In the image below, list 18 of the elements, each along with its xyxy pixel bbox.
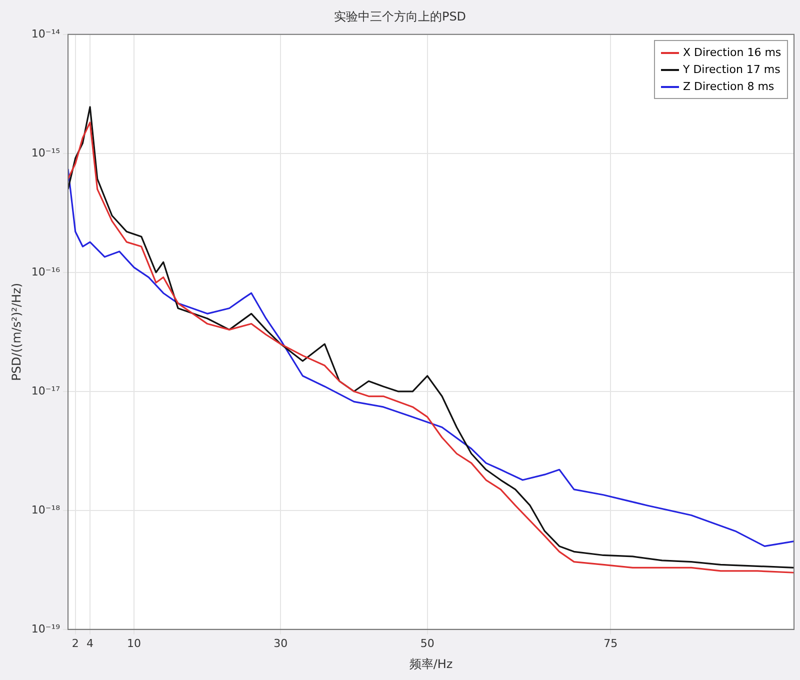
y-tick-label: 10⁻¹⁹: [31, 622, 60, 636]
y-tick-label: 10⁻¹⁴: [31, 27, 61, 40]
y-tick-label: 10⁻¹⁸: [31, 503, 61, 516]
y-tick-label: 10⁻¹⁶: [31, 265, 61, 278]
legend-label: X Direction 16 ms: [683, 45, 782, 62]
x-tick-label: 50: [420, 636, 434, 650]
x-tick-label: 10: [127, 636, 142, 650]
x-axis-title: 频率/Hz: [409, 656, 453, 671]
legend-label: Y Direction 17 ms: [683, 62, 780, 78]
x-tick-label: 75: [604, 636, 618, 650]
legend-label: Z Direction 8 ms: [683, 79, 774, 96]
y-tick-label: 10⁻¹⁵: [31, 146, 60, 160]
x-tick-label: 4: [86, 636, 94, 650]
chart-title: 实验中三个方向上的PSD: [334, 9, 466, 24]
x-tick-label: 2: [72, 636, 79, 650]
x-tick-label: 30: [274, 636, 288, 650]
y-tick-label: 10⁻¹⁷: [31, 384, 60, 398]
y-axis-title: PSD/((m/s²)²/Hz): [9, 282, 24, 381]
